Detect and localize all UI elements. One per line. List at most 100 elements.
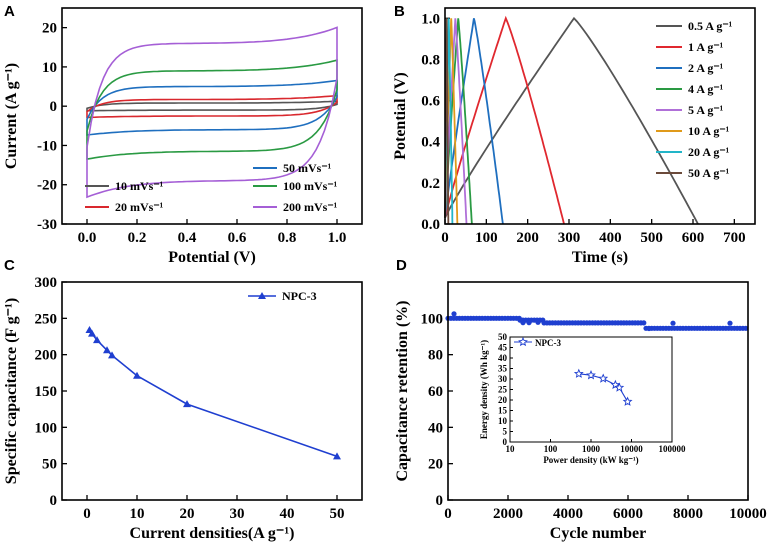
d-inset-xtick-label: 10000: [620, 444, 643, 454]
a-y-axis-title: Current (A g⁻¹): [3, 63, 20, 169]
d-inset-legend-marker: [518, 336, 528, 347]
b-legend-label-1: 1 A g⁻¹: [688, 40, 724, 54]
c-ytick-label: 300: [35, 275, 58, 291]
a-xtick-label: 0.4: [178, 230, 197, 246]
d-inset-xtick-label: 1000: [582, 444, 601, 454]
a-legend-label-3: 100 mVs⁻¹: [283, 179, 338, 193]
d-inset-ytick-label: 40: [498, 353, 508, 363]
a-legend-label-0: 10 mVs⁻¹: [115, 179, 164, 193]
d-inset-ytick-label: 10: [498, 416, 508, 426]
b-xtick-label: 300: [558, 230, 581, 246]
a-cv-curve-2: [86, 79, 338, 136]
panel-b-gcd-chart: 0 100 200 300 400 500 600 700 0.0 0.2 0.4 0.6 0.8 1.0…: [392, 7, 756, 266]
a-cv-curve-0: [86, 100, 338, 112]
d-inset-xtick-label: 100: [544, 444, 558, 454]
panel-d-retention-chart: 0 2000 4000 6000 8000 10000020406080100Cycle …: [394, 281, 767, 542]
c-y-axis-title: Specific capacitance (F g⁻¹): [3, 298, 20, 484]
panel-c-capacitance-chart: 0 10 20 30 40 50 0 50 100 150 200 250 300 Current den…: [3, 275, 363, 542]
d-ytick-label: 80: [428, 348, 443, 364]
d-inset-ytick-label: 45: [498, 343, 508, 353]
d-xtick-label: 2000: [493, 506, 523, 522]
d-inset-xtick-label: 100000: [659, 444, 687, 454]
b-ytick-label: 0.2: [421, 176, 440, 192]
a-ytick-label: -20: [37, 178, 57, 194]
d-inset-ytick-label: 5: [503, 427, 508, 437]
b-legend-label-6: 20 A g⁻¹: [688, 145, 730, 159]
d-inset-x-axis-title: Power density (kW kg⁻¹): [543, 455, 638, 465]
c-data-point: [103, 346, 111, 354]
d-data-point: [535, 319, 541, 325]
panel-label-b: B: [394, 3, 405, 20]
d-xtick-label: 10000: [729, 506, 767, 522]
a-xtick-label: 0.0: [78, 230, 97, 246]
a-cv-curve-4: [86, 26, 338, 199]
d-y-axis-title: Capacitance retention (%): [394, 301, 411, 482]
panel-label-d: D: [396, 257, 407, 274]
d-data-point: [451, 311, 457, 317]
d-inset-data-point: [614, 382, 625, 392]
d-xtick-label: 4000: [553, 506, 583, 522]
d-inset-data-point: [598, 373, 609, 383]
b-ytick-label: 0.4: [421, 135, 440, 151]
a-legend-label-4: 200 mVs⁻¹: [283, 200, 338, 214]
b-xtick-label: 700: [723, 230, 746, 246]
b-xtick-label: 0: [441, 230, 449, 246]
c-ytick-label: 150: [35, 384, 58, 400]
c-ytick-label: 200: [35, 348, 58, 364]
c-ytick-label: 250: [35, 311, 58, 327]
d-inset-ytick-label: 50: [498, 332, 508, 342]
b-gcd-curve-3: [444, 18, 473, 225]
b-legend-label-2: 2 A g⁻¹: [688, 61, 724, 75]
d-xtick-label: 8000: [673, 506, 703, 522]
b-frame: [444, 7, 756, 225]
d-inset-frame: [509, 336, 673, 443]
d-inset-ytick-label: 15: [498, 406, 508, 416]
a-legend-label-2: 50 mVs⁻¹: [283, 161, 332, 175]
a-cv-curve-3: [86, 59, 338, 161]
d-inset-ytick-label: 25: [498, 385, 508, 395]
d-inset-legend-label: NPC-3: [535, 338, 561, 348]
b-x-axis-title: Time (s): [572, 249, 628, 266]
d-inset-data-point: [622, 396, 633, 406]
c-frame: [61, 281, 363, 501]
a-ytick-label: 10: [42, 60, 57, 76]
b-xtick-label: 600: [682, 230, 705, 246]
d-data-point: [641, 320, 647, 326]
d-ytick-label: 100: [421, 311, 444, 327]
d-inset-ytick-label: 20: [498, 395, 508, 405]
a-xtick-label: 0.8: [278, 230, 297, 246]
b-y-axis-title: Potential (V): [392, 72, 409, 160]
d-data-point: [520, 320, 526, 326]
c-legend-label: NPC-3: [282, 289, 317, 303]
c-xtick-label: 10: [130, 506, 145, 522]
a-ytick-label: -10: [37, 138, 57, 154]
c-series-line: [88, 329, 338, 458]
c-xtick-label: 0: [83, 506, 91, 522]
d-inset-data-point: [586, 370, 596, 380]
c-data-point: [108, 351, 116, 359]
d-x-axis-title: Cycle number: [550, 525, 646, 542]
a-xtick-label: 1.0: [328, 230, 347, 246]
d-ytick-label: 40: [428, 420, 443, 436]
d-data-point: [743, 325, 749, 331]
b-xtick-label: 100: [475, 230, 498, 246]
c-data-point: [93, 336, 101, 344]
panel-label-a: A: [4, 3, 15, 20]
c-ytick-label: 100: [35, 420, 58, 436]
c-data-point: [133, 371, 141, 379]
c-xtick-label: 40: [280, 506, 295, 522]
a-ytick-label: 20: [42, 21, 57, 37]
a-xtick-label: 0.2: [128, 230, 147, 246]
d-inset-y-axis-title: Energy density (Wh kg⁻¹): [479, 340, 489, 439]
panel-label-c: C: [4, 257, 15, 274]
d-ytick-label: 20: [428, 457, 443, 473]
b-legend-label-0: 0.5 A g⁻¹: [688, 19, 733, 33]
a-ytick-label: 0: [50, 99, 58, 115]
c-legend-marker: [258, 292, 266, 299]
c-ytick-label: 50: [42, 457, 57, 473]
c-ytick-label: 0: [50, 493, 58, 509]
a-x-axis-title: Potential (V): [168, 249, 256, 266]
d-inset-xtick-label: 10: [506, 444, 516, 454]
b-legend-label-3: 4 A g⁻¹: [688, 82, 724, 96]
